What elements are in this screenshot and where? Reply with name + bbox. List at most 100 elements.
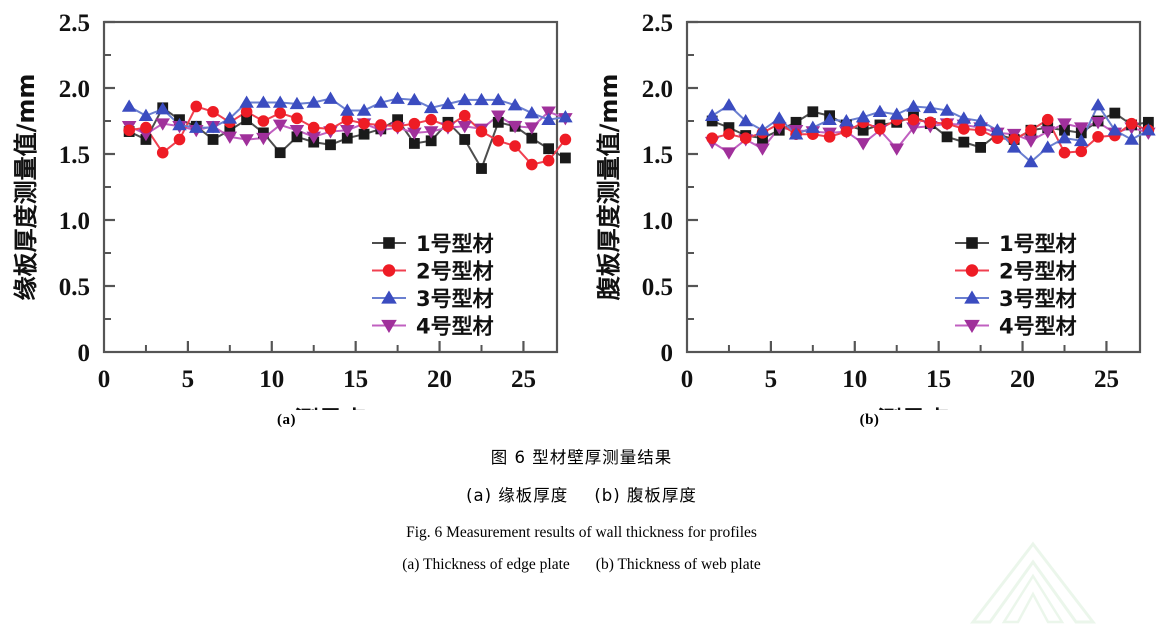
series-marker-3 [889,107,904,120]
x-axis-title: 测量点 [295,406,367,410]
series-marker-2 [408,117,421,130]
series-marker-2 [307,121,320,134]
series-marker-3 [474,92,489,106]
series-marker-2 [1025,124,1037,137]
series-marker-3 [491,92,506,106]
series-marker-3 [440,96,456,110]
y-tick-label: 1.0 [642,208,673,235]
series-marker-2 [358,117,370,130]
series-marker-3 [855,110,871,123]
x-tick-label: 25 [1094,366,1119,393]
series-marker-1 [358,128,370,140]
series-marker-4 [541,106,556,119]
y-tick-label: 1.5 [642,142,673,169]
series-marker-3 [1090,98,1106,111]
legend-label-1: 1号型材 [416,232,494,256]
caption-cn-sub-a: (a) 缘板厚度 [466,486,569,505]
legend-marker-2 [965,264,979,277]
series-marker-3 [973,113,988,127]
series-marker-3 [839,113,854,127]
series-marker-2 [1125,117,1138,130]
caption-en-sub-a: (a) Thickness of edge plate [402,556,570,573]
series-marker-3 [956,111,972,124]
series-marker-3 [923,100,938,114]
series-marker-4 [155,118,170,131]
series-marker-2 [123,124,135,137]
series-marker-2 [207,105,219,118]
series-marker-2 [291,112,303,125]
caption-en-sub-b: (b) Thickness of web plate [595,556,761,573]
y-tick-label: 0 [78,340,91,367]
series-marker-2 [542,154,555,167]
series-marker-3 [340,103,355,116]
series-marker-2 [974,124,987,137]
x-tick-label: 20 [1010,366,1035,393]
y-axis-title: 腹板厚度测量值/mm [595,74,623,301]
series-marker-2 [140,121,152,134]
series-marker-4 [1040,126,1055,139]
series-marker-3 [306,95,321,108]
legend-marker-1 [966,237,978,249]
series-marker-4 [256,132,271,146]
series-marker-4 [855,138,871,151]
series-marker-1 [207,134,219,145]
series-marker-4 [289,124,305,138]
series-marker-2 [391,120,404,133]
series-marker-2 [1041,113,1054,126]
series-marker-3 [1006,140,1022,153]
series-marker-3 [205,120,221,133]
series-marker-3 [323,91,338,104]
series-marker-2 [458,109,471,122]
series-marker-2 [475,125,488,138]
legend-label-3: 3号型材 [999,287,1077,311]
series-marker-3 [172,117,187,131]
series-marker-2 [492,135,505,147]
chart-panel-b: 0 0.5 1.0 1.5 2.0 2.5 0 5 10 15 20 25 测量点 腹板厚度测量值/mm 1… [583,0,1156,410]
y-tick-label: 1.0 [59,208,90,235]
series-marker-4 [507,121,523,134]
series-marker-4 [222,131,238,144]
series-marker-3 [1057,131,1072,144]
series-marker-4 [1057,118,1072,131]
y-tick-label: 0.5 [59,274,90,301]
caption-en-subtitles: (a) Thickness of edge plate (b) Thickness… [0,556,1163,574]
series-marker-2 [375,119,387,131]
x-tick-label: 20 [427,366,452,393]
caption-en-title: Fig. 6 Measurement results of wall thick… [406,524,757,541]
series-marker-2 [874,123,886,135]
series-marker-3 [1124,132,1139,145]
y-tick-label: 2.0 [642,76,673,103]
series-marker-3 [1023,154,1039,168]
series-marker-3 [906,99,921,112]
series-marker-3 [524,106,540,119]
series-marker-3 [738,113,753,127]
series-marker-3 [239,95,254,108]
chart-svg-a: 0 0.5 1.0 1.5 2.0 2.5 0 5 10 15 20 25 测量点 缘板厚度测量值/mm 1… [12,10,573,410]
series-marker-3 [138,108,154,121]
legend-marker-1 [383,237,395,249]
y-tick-label: 1.5 [59,142,90,169]
series-marker-2 [1058,146,1071,159]
series-marker-2 [509,140,521,152]
series-marker-2 [257,115,270,127]
x-tick-label: 0 [681,366,694,393]
series-marker-2 [706,132,718,144]
series-marker-1 [1109,107,1121,119]
series-marker-3 [155,102,170,115]
series-marker-2 [907,113,920,126]
panel-a-label: (a) [277,412,296,428]
legend-label-4: 4号型材 [999,315,1077,339]
series-marker-1 [941,131,953,143]
series-marker-3 [939,103,955,116]
series-marker-2 [941,117,953,130]
series-marker-3 [1074,133,1089,147]
series-marker-4 [491,110,506,123]
x-tick-label: 10 [842,366,867,393]
series-marker-3 [772,111,787,124]
y-tick-label: 2.5 [642,10,673,37]
x-tick-label: 15 [926,366,951,393]
series-marker-2 [840,125,853,138]
x-tick-label: 10 [259,366,284,393]
series-marker-3 [121,99,137,112]
series-marker-3 [272,95,288,108]
